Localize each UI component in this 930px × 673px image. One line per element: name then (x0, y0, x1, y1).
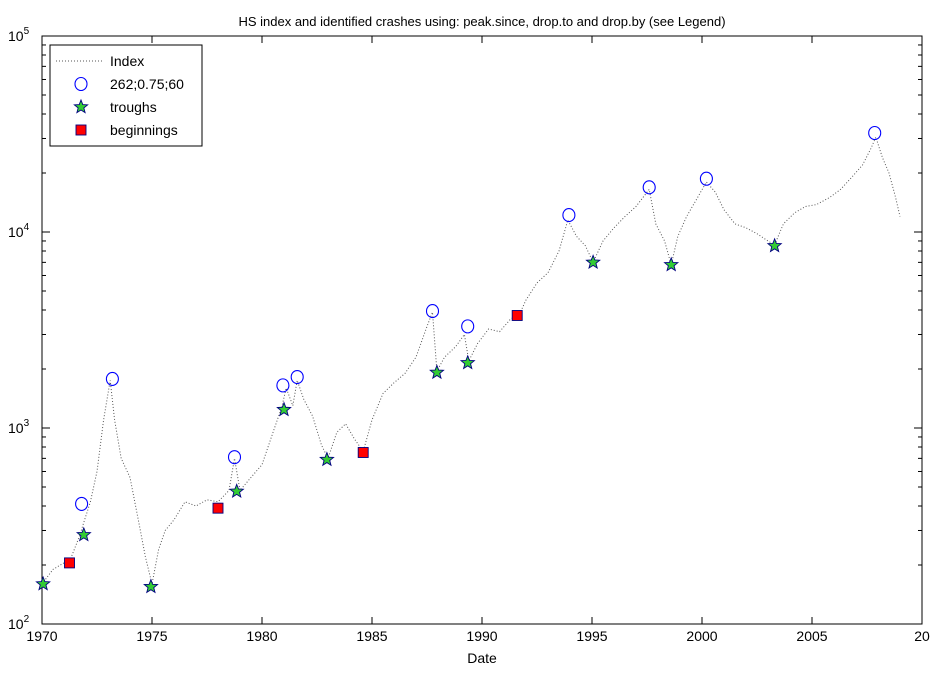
beginning-marker (212, 502, 224, 514)
peak-marker (868, 125, 882, 141)
y-tick-label: 104 (8, 222, 30, 240)
x-tick-label: 1980 (246, 628, 277, 644)
x-tick-label: 1990 (466, 628, 497, 644)
legend-label: troughs (110, 99, 157, 115)
peak-marker (227, 450, 242, 465)
trough-marker (585, 254, 601, 270)
trough-marker (143, 578, 159, 594)
trough-marker (228, 483, 245, 499)
peak-marker (75, 496, 89, 511)
peak-marker (290, 369, 304, 385)
beginning-marker (64, 557, 75, 569)
x-tick-label: 1995 (576, 628, 607, 644)
legend-star-marker (73, 98, 89, 114)
legend-label: beginnings (110, 122, 178, 138)
beginning-marker (511, 310, 523, 321)
x-tick-label: 1975 (136, 628, 167, 644)
trough-marker (35, 575, 51, 591)
trough-marker (766, 237, 783, 253)
legend-label: Index (110, 53, 144, 69)
legend-label: 262;0.75;60 (110, 76, 184, 92)
x-tick-label: 1970 (26, 628, 57, 644)
y-axis: 102 103 104 105 (8, 26, 922, 632)
legend-circle-marker (74, 76, 88, 92)
y-tick-label: 105 (8, 26, 30, 44)
x-tick-label: 1985 (356, 628, 387, 644)
trough-marker (459, 354, 476, 370)
x-tick-label: 2000 (686, 628, 717, 644)
peak-marker (276, 378, 290, 393)
trough-marker (663, 256, 680, 272)
peak-marker (461, 319, 475, 334)
x-tick-label: 20 (914, 628, 930, 644)
peak-marker (105, 371, 119, 386)
chart-title: HS index and identified crashes using: p… (238, 14, 725, 29)
peak-marker (562, 208, 576, 223)
trough-marker (319, 451, 335, 467)
y-tick-label: 102 (8, 614, 30, 632)
legend-box (49, 44, 203, 147)
trough-marker (276, 401, 292, 417)
beginning-marker (357, 447, 369, 458)
peak-marker (642, 180, 656, 195)
x-axis-label: Date (467, 650, 497, 666)
peak-marker (699, 171, 713, 186)
peak-marker (425, 304, 440, 319)
trough-marker (75, 526, 92, 542)
x-tick-label: 2005 (796, 628, 827, 644)
trough-marker (429, 364, 445, 380)
y-tick-label: 103 (8, 418, 30, 436)
series-layer (35, 125, 901, 594)
x-axis: 1970 1975 1980 1985 1990 1995 2000 2005 20 (26, 36, 930, 644)
legend-square-marker (75, 124, 87, 136)
legend: Index 262;0.75;60 troughs beginnings (49, 44, 203, 147)
